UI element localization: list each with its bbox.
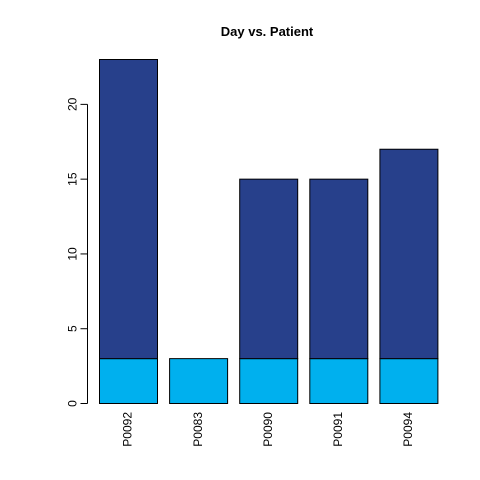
y-axis: 0 5 10 15 20: [66, 97, 88, 407]
y-tick-label-15: 15: [66, 172, 80, 186]
x-tick-label-P0083: P0083: [191, 412, 205, 447]
y-tick-label-0: 0: [66, 400, 80, 407]
chart-title: Day vs. Patient: [221, 24, 314, 39]
bar-P0094-segment-2: [379, 148, 439, 360]
bar-P0094-segment-1: [379, 358, 439, 404]
bar-P0091-segment-2: [309, 178, 369, 360]
x-tick-label-P0090: P0090: [261, 412, 275, 447]
x-tick-label-P0094: P0094: [401, 412, 415, 447]
bar-P0092-segment-2: [99, 59, 158, 360]
bars-group: [99, 59, 439, 404]
x-axis-labels: P0092 P0083 P0090 P0091 P0094: [121, 412, 415, 447]
x-tick-label-P0091: P0091: [331, 412, 345, 447]
y-tick-label-5: 5: [66, 325, 80, 332]
bar-P0092-segment-1: [99, 358, 158, 404]
bar-P0091-segment-1: [309, 358, 369, 404]
bar-P0090-segment-1: [239, 358, 299, 404]
y-tick-label-10: 10: [66, 247, 80, 261]
x-tick-label-P0092: P0092: [121, 412, 135, 447]
y-tick-label-20: 20: [66, 97, 80, 111]
bar-P0090-segment-2: [239, 178, 299, 360]
bar-P0083-segment-1: [169, 358, 229, 404]
